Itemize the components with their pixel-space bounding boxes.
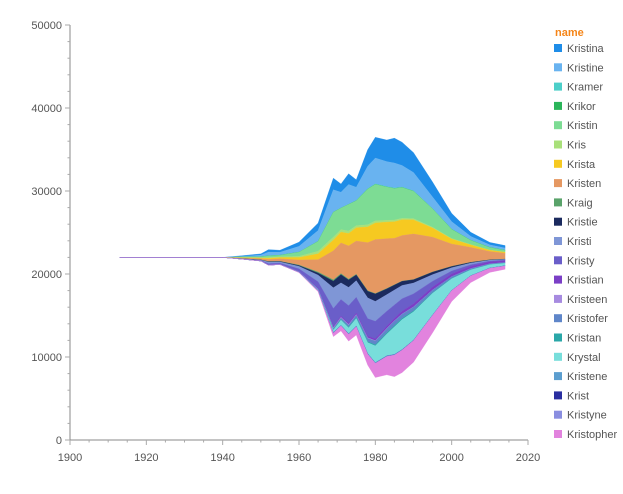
legend-item-kristofer[interactable]: Kristofer: [554, 313, 608, 325]
legend-swatch: [554, 82, 562, 91]
legend-swatch: [554, 410, 562, 419]
legend-item-kristie[interactable]: Kristie: [554, 217, 598, 229]
legend-swatch: [554, 237, 562, 245]
legend-item-kristian[interactable]: Kristian: [554, 275, 604, 287]
legend-swatch: [554, 256, 562, 265]
legend-title: name: [555, 27, 584, 39]
legend-label: Kristine: [567, 62, 604, 74]
x-tick-label: 1980: [363, 452, 387, 464]
legend-item-kramer[interactable]: Kramer: [554, 82, 603, 94]
legend-label: Kristyne: [567, 410, 607, 422]
legend-label: Kristeen: [567, 294, 607, 306]
y-tick-label: 0: [56, 435, 62, 447]
stream-layers: [119, 137, 506, 378]
y-tick-label: 20000: [31, 269, 62, 281]
y-tick-label: 50000: [31, 20, 62, 32]
legend-swatch: [554, 275, 562, 284]
legend-swatch: [554, 44, 562, 52]
legend-swatch: [554, 179, 562, 188]
legend-swatch: [554, 140, 562, 149]
legend-swatch: [554, 63, 562, 72]
x-tick-label: 1920: [134, 452, 158, 464]
legend-item-kristeen[interactable]: Kristeen: [554, 294, 607, 306]
legend-items: Kristina Kristine Kramer Krikor Kristin Kris K…: [554, 43, 617, 441]
legend-swatch: [554, 352, 562, 361]
legend-label: Kristy: [567, 255, 595, 267]
legend-item-kristyne[interactable]: Kristyne: [554, 410, 607, 422]
x-tick-label: 2020: [516, 452, 540, 464]
legend-label: Kristan: [567, 333, 601, 345]
legend-swatch: [554, 217, 562, 226]
y-axis: 0 10000 20000 30000 40000 50000: [31, 20, 71, 447]
legend-swatch: [554, 101, 562, 110]
legend-item-kraig[interactable]: Kraig: [554, 197, 593, 209]
legend-item-kristin[interactable]: Kristin: [554, 120, 598, 132]
legend-item-kristan[interactable]: Kristan: [554, 333, 601, 345]
legend-item-kristene[interactable]: Kristene: [554, 371, 607, 383]
legend-label: Kristofer: [567, 313, 608, 325]
legend-swatch: [554, 372, 562, 381]
legend-label: Kraig: [567, 197, 593, 209]
legend-item-kristi[interactable]: Kristi: [554, 236, 591, 248]
legend-label: Kristi: [567, 236, 591, 248]
legend-label: Kristin: [567, 120, 598, 132]
legend-label: Krist: [567, 390, 589, 402]
legend-label: Kristina: [567, 43, 605, 55]
stream-layer-kristopher: [119, 257, 506, 378]
legend-swatch: [554, 391, 562, 400]
legend-swatch: [554, 333, 562, 342]
legend-item-krist[interactable]: Krist: [554, 390, 589, 402]
y-tick-label: 40000: [31, 103, 62, 115]
x-tick-label: 2000: [439, 452, 463, 464]
legend-label: Kristene: [567, 371, 607, 383]
legend-swatch: [554, 198, 562, 207]
legend: name KristinaKristineKramerKrikorKristin…: [554, 27, 617, 441]
legend-swatch: [554, 121, 562, 130]
legend-item-krikor[interactable]: Krikor: [554, 101, 596, 113]
x-tick-label: 1900: [58, 452, 82, 464]
legend-swatch: [554, 294, 562, 303]
legend-label: Krystal: [567, 352, 601, 364]
x-tick-label: 1940: [210, 452, 234, 464]
legend-item-kristopher[interactable]: Kristopher: [554, 429, 617, 441]
legend-label: Krikor: [567, 101, 596, 113]
legend-swatch: [554, 430, 562, 438]
legend-item-kristina[interactable]: Kristina: [554, 43, 605, 55]
legend-label: Kristopher: [567, 429, 617, 441]
legend-item-krista[interactable]: Krista: [554, 159, 596, 171]
y-tick-label: 10000: [31, 352, 62, 364]
legend-swatch: [554, 159, 562, 168]
legend-label: Kris: [567, 140, 586, 152]
legend-item-kris[interactable]: Kris: [554, 140, 586, 152]
legend-item-kristen[interactable]: Kristen: [554, 178, 601, 190]
x-axis: 1900 1920 1940 1960 1980 2000 2020: [58, 439, 540, 464]
legend-label: Kristian: [567, 275, 604, 287]
legend-label: Krista: [567, 159, 596, 171]
legend-item-kristine[interactable]: Kristine: [554, 62, 604, 74]
legend-item-krystal[interactable]: Krystal: [554, 352, 601, 364]
legend-label: Kristie: [567, 217, 598, 229]
legend-item-kristy[interactable]: Kristy: [554, 255, 595, 267]
legend-label: Kristen: [567, 178, 601, 190]
legend-swatch: [554, 314, 562, 323]
x-tick-label: 1960: [287, 452, 311, 464]
legend-label: Kramer: [567, 82, 603, 94]
y-tick-label: 30000: [31, 186, 62, 198]
